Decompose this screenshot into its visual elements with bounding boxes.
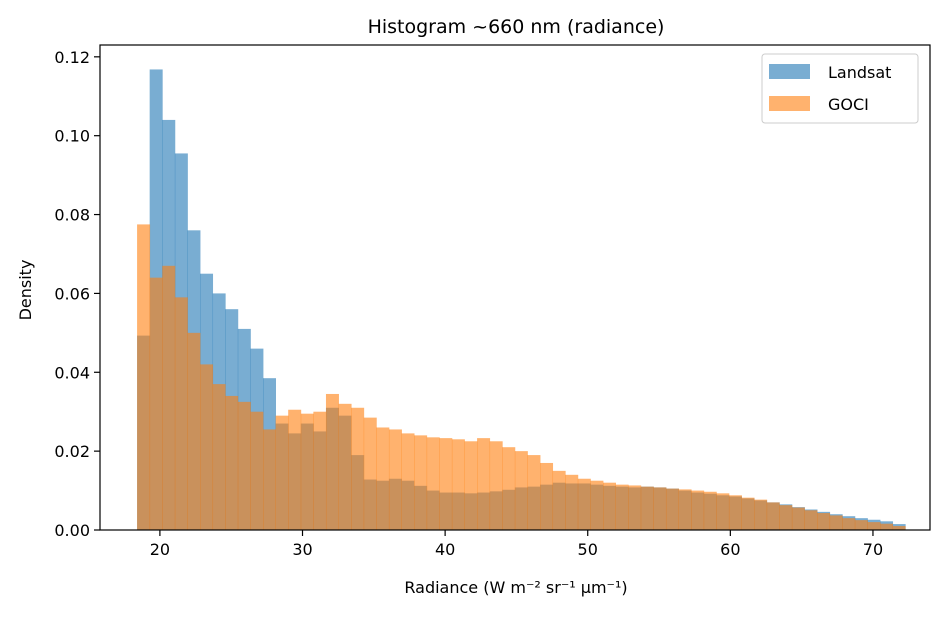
bar-goci (451, 439, 465, 530)
bar-goci (237, 401, 251, 530)
series-goci (137, 224, 906, 530)
bar-goci (829, 515, 843, 530)
legend-swatch-landsat (769, 64, 810, 79)
bar-goci (439, 438, 453, 530)
bar-goci (212, 384, 226, 530)
bar-goci (187, 332, 201, 530)
bar-goci (275, 415, 289, 530)
bar-goci (325, 393, 339, 530)
bar-goci (766, 502, 780, 530)
bar-goci (817, 513, 831, 530)
bar-goci (892, 526, 906, 530)
bar-goci (162, 265, 176, 530)
bar-goci (703, 491, 717, 530)
bar-goci (414, 435, 428, 530)
bar-goci (628, 485, 642, 530)
y-tick-label: 0.02 (54, 442, 90, 461)
bar-goci (388, 429, 402, 530)
bar-goci (300, 413, 314, 530)
bar-goci (200, 364, 214, 530)
bar-goci (338, 403, 352, 530)
bar-goci (716, 493, 730, 530)
x-tick-label: 60 (720, 540, 740, 559)
x-tick-label: 40 (435, 540, 455, 559)
bar-goci (401, 433, 415, 530)
bar-goci (250, 411, 264, 530)
bar-goci (640, 486, 654, 530)
bar-goci (477, 438, 491, 530)
y-tick-label: 0.06 (54, 284, 90, 303)
bar-goci (137, 224, 151, 530)
y-axis-label: Density (16, 260, 35, 321)
plot-frame (99, 44, 931, 531)
bar-goci (754, 499, 768, 530)
bar-goci (540, 462, 554, 530)
bar-goci (149, 277, 163, 530)
legend-label-goci: GOCI (828, 95, 869, 114)
bar-goci (351, 407, 365, 530)
bar-goci (489, 441, 503, 530)
legend: Landsat GOCI (761, 53, 919, 124)
bar-goci (867, 522, 881, 530)
chart-title: Histogram ~660 nm (radiance) (368, 16, 665, 38)
bar-goci (615, 484, 629, 530)
bar-goci (313, 411, 327, 530)
bar-goci (263, 429, 276, 530)
bar-goci (603, 482, 616, 530)
bar-goci (691, 490, 705, 530)
bar-goci (426, 437, 440, 530)
x-axis-label: Radiance (W m⁻² sr⁻¹ μm⁻¹) (404, 578, 627, 597)
bar-goci (880, 523, 894, 530)
bar-goci (577, 478, 591, 530)
bar-goci (804, 510, 818, 530)
bar-goci (741, 497, 755, 530)
legend-swatch-goci (769, 96, 810, 111)
y-tick-label: 0.00 (54, 521, 90, 540)
bar-goci (791, 507, 805, 530)
y-tick-label: 0.04 (54, 363, 90, 382)
bars-layer (137, 69, 906, 531)
axes-layer: 20 30 40 50 60 70 0.00 0.02 0.04 0.06 0.08 0.10 0.12 (54, 44, 931, 559)
bar-goci (678, 489, 692, 530)
bar-goci (464, 441, 478, 530)
bar-goci (552, 470, 566, 530)
bar-goci (225, 395, 239, 530)
bar-goci (854, 520, 868, 530)
bar-goci (527, 455, 541, 530)
bar-goci (376, 427, 390, 530)
y-tick-label: 0.08 (54, 206, 90, 225)
bar-goci (779, 505, 793, 530)
bar-goci (288, 409, 302, 530)
bar-goci (590, 480, 604, 530)
bar-goci (842, 518, 856, 530)
bar-goci (514, 451, 528, 530)
bar-goci (363, 417, 377, 530)
bar-goci (728, 495, 742, 530)
y-tick-label: 0.12 (54, 48, 90, 67)
x-tick-label: 70 (863, 540, 883, 559)
legend-label-landsat: Landsat (828, 63, 891, 82)
bar-goci (565, 474, 579, 530)
x-tick-label: 20 (150, 540, 170, 559)
bar-goci (665, 488, 679, 530)
bar-goci (653, 487, 667, 530)
y-tick-label: 0.10 (54, 127, 90, 146)
bar-goci (174, 297, 188, 530)
x-tick-label: 30 (292, 540, 312, 559)
bar-goci (502, 447, 516, 530)
x-tick-label: 50 (578, 540, 598, 559)
